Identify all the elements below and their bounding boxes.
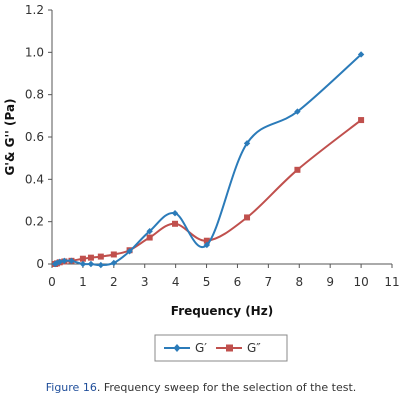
series-g-prime — [51, 51, 365, 269]
x-axis-title: Frequency (Hz) — [171, 304, 273, 318]
data-point — [146, 234, 153, 241]
data-point — [53, 259, 61, 267]
x-tick-label: 4 — [172, 275, 180, 289]
x-tick-label: 7 — [265, 275, 273, 289]
x-tick-label: 10 — [353, 275, 368, 289]
data-point — [79, 260, 87, 268]
legend-marker-g-prime — [173, 344, 181, 352]
data-point — [358, 117, 365, 124]
data-point — [244, 214, 251, 221]
data-point — [243, 140, 251, 147]
series-line — [54, 53, 362, 267]
data-point — [171, 210, 179, 217]
x-tick-label: 1 — [79, 275, 87, 289]
data-point — [203, 241, 211, 249]
data-point — [110, 251, 117, 258]
legend-label-g-prime: G′ — [195, 341, 207, 355]
x-tick-label: 0 — [48, 275, 56, 289]
x-tick-label: 2 — [110, 275, 118, 289]
legend-marker-g-double-prime — [226, 344, 233, 352]
y-tick-label: 0.2 — [25, 215, 44, 229]
x-tick-label: 5 — [203, 275, 211, 289]
y-tick-label: 0.8 — [25, 88, 44, 102]
data-point — [294, 166, 301, 173]
y-tick-label: 0.6 — [25, 130, 44, 144]
data-point — [146, 227, 153, 235]
x-tick-label: 3 — [141, 275, 149, 289]
x-tick-label: 9 — [326, 275, 334, 289]
data-point — [357, 51, 365, 58]
data-point — [97, 253, 104, 260]
y-tick-label: 0.4 — [25, 172, 44, 186]
y-tick-label: 0 — [36, 257, 44, 271]
x-tick-label: 6 — [234, 275, 242, 289]
caption-text: . Frequency sweep for the selection of t… — [96, 381, 357, 394]
data-point — [87, 260, 95, 268]
data-point — [126, 248, 133, 255]
data-point — [79, 255, 86, 262]
data-point — [56, 258, 63, 266]
data-point — [110, 259, 118, 267]
y-tick-label: 1.0 — [25, 45, 44, 59]
data-point — [68, 257, 75, 265]
y-tick-label: 1.2 — [25, 3, 44, 17]
x-tick-label: 8 — [295, 275, 303, 289]
caption-label: Figure 16 — [45, 381, 97, 394]
data-point — [203, 237, 210, 244]
data-point — [294, 108, 301, 115]
y-axis-title: G'& G'' (Pa) — [3, 98, 17, 175]
legend-label-g-double-prime: G″ — [247, 341, 261, 355]
data-point — [61, 257, 68, 265]
data-point — [97, 261, 105, 269]
x-tick-label: 11 — [384, 275, 399, 289]
data-point — [172, 220, 179, 227]
data-point — [87, 254, 94, 261]
legend: G′ G″ — [154, 334, 288, 362]
figure-caption: Figure 16. Frequency sweep for the selec… — [0, 381, 402, 394]
